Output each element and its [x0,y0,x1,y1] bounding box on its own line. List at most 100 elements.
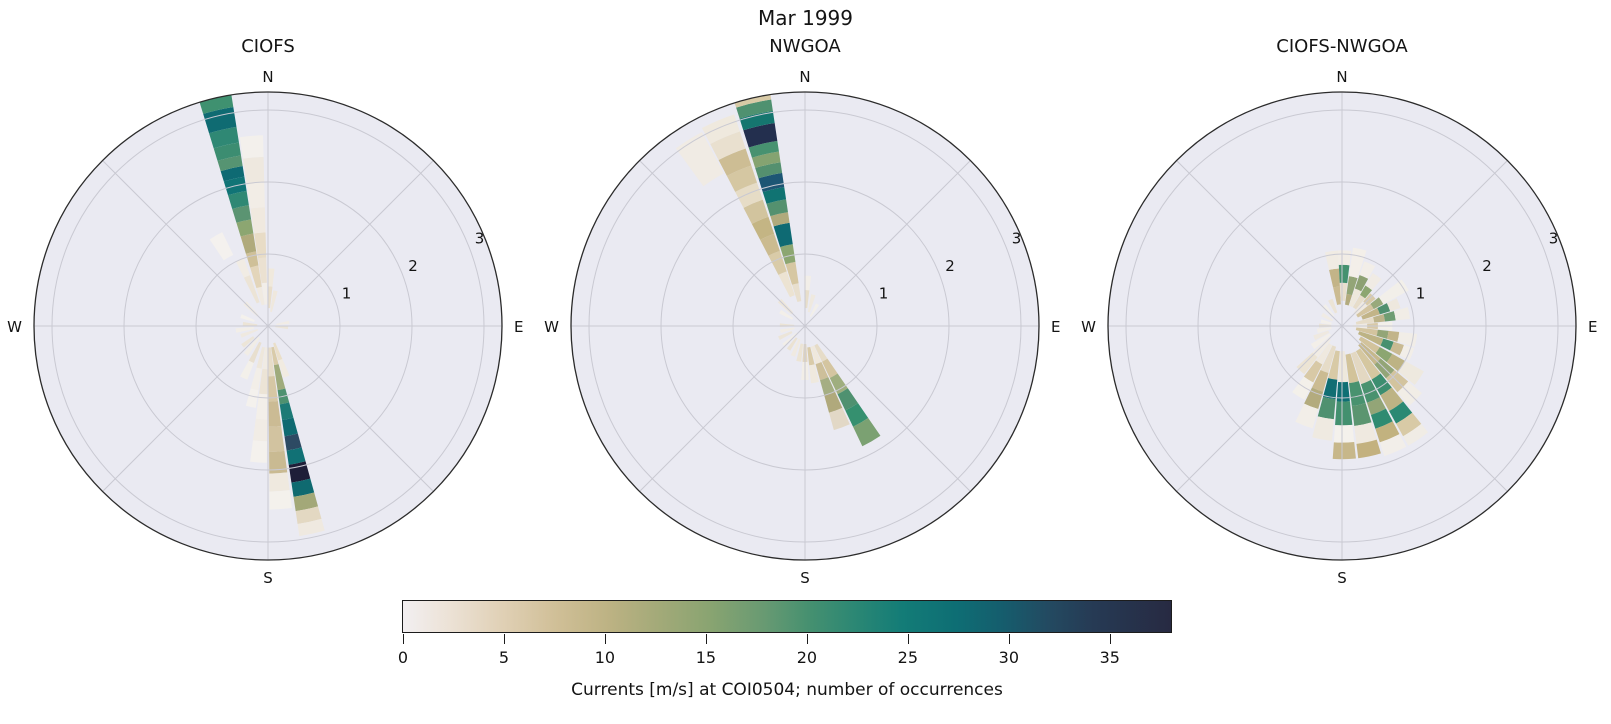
rose-petal-segment [1386,330,1400,342]
rose-petal-segment [1389,401,1413,424]
rose-petal-segment [267,268,275,287]
r-tick-label: 2 [408,257,418,275]
rose-petal-segment [1386,298,1401,312]
colorbar-tick [806,634,809,644]
rose-petal-segment [228,190,249,209]
colorbar-label: Currents [m/s] at COI0504; number of occ… [571,680,1003,700]
rose-petal-segment [1322,378,1338,400]
colorbar-tick-label: 5 [498,648,510,667]
rose-petal-segment [269,490,292,510]
rose-petal-segment [240,314,255,323]
rose-petal-segment [1351,403,1372,427]
angular-gridline [804,160,971,327]
rose-petal-segment [1356,303,1374,318]
cardinal-label-w: W [544,318,559,336]
rose-petal-segment [815,362,829,381]
rose-petal-segment [1338,264,1350,284]
rose-petal-segment [796,343,804,362]
rose-petal-segment [262,347,268,370]
rose-petal-segment [778,271,795,298]
rose-ciofs-nwgoa: 1 2 3 N E S W [1081,68,1597,587]
angular-gridline [102,160,269,327]
colorbar-tick [1008,634,1011,644]
angular-gridline [1341,160,1508,327]
rose-petal-segment [1383,311,1396,322]
rose-petal-segment [1317,396,1336,420]
angular-gridline [639,160,806,327]
rose-petal-segment [286,447,306,465]
rose-petal-segment [807,346,815,366]
rose-petal-segment [810,345,822,365]
rose-petal-segment [250,207,266,234]
rose-petal-segment [1393,307,1411,321]
rose-petal-segment [1316,327,1332,333]
rose-petal-segment [829,407,850,431]
colorbar-tick-label: 35 [1099,648,1120,667]
rose-petal-segment [1338,351,1348,383]
rose-petal-segment [1321,304,1335,318]
rose-nwgoa: 1 2 3 N E S W [544,68,1060,587]
rose-petal-segment [809,303,820,318]
rose-petal-segment [209,126,239,149]
r-tick-label: 3 [1549,229,1559,247]
rose-petal-segment [675,132,724,187]
rose-petal-segment [743,199,769,224]
rose-petal-segment [1360,285,1373,299]
rose-petal-segment [269,450,288,474]
rose-petal-segment [1349,288,1362,308]
cardinal-label-s: S [263,569,273,587]
rose-petal-segment [243,336,260,356]
rose-petal-segment [1380,387,1404,412]
rose-petal-segment [1360,380,1380,403]
rose-petal-segment [268,375,278,402]
rose-petal-segment [242,322,258,326]
rose-petal-segment [1380,338,1394,351]
colorbar-tick-label: 25 [897,648,919,667]
rose-petal-segment [1310,333,1331,350]
rose-petals [675,94,881,447]
rose-petals [199,94,325,537]
cardinal-label-w: W [1081,318,1096,336]
rose-petal-segment [1292,376,1314,400]
rose-petal-segment [1345,293,1353,306]
rose-petal-segment [291,478,315,497]
rose-petal-segment [1361,308,1380,320]
rose-petal-segment [1373,314,1385,323]
r-tick-label: 3 [475,229,485,247]
r-tick-label: 1 [342,284,352,302]
angular-gridline [804,325,971,492]
figure-title: Mar 1999 [758,6,853,30]
rose-petal-segment [213,142,241,161]
angular-gridline [1176,325,1343,492]
rose-petal-segment [282,417,298,437]
r-tick-label: 3 [1012,229,1022,247]
rose-petal-segment [748,140,779,158]
rose-petal-segment [770,212,790,227]
cardinal-label-e: E [1588,318,1597,336]
rose-petal-segment [807,294,816,313]
colorbar-gradient [403,601,1171,632]
rose-petal-segment [782,332,798,347]
rose-petal-segment [273,364,286,391]
rose-petal-segment [785,261,799,285]
rose-petal-segment [829,373,848,395]
subplot-title-nwgoa: NWGOA [769,36,841,57]
polar-edge [33,91,503,561]
rose-petal-segment [1328,350,1340,380]
rose-petal-segment [1354,274,1369,292]
rose-petal-segment [217,155,243,172]
rose-petal-segment [239,135,264,159]
rose-petal-segment [1349,381,1366,407]
rose-petal-segment [760,233,780,256]
rose-petal-segment [739,110,775,131]
r-tick-label: 1 [879,284,889,302]
rose-petal-segment [1320,345,1337,374]
rose-petal-segment [1375,421,1400,443]
rose-petal-segment [279,402,294,420]
colorbar-tick-label: 20 [796,648,818,667]
rose-petal-segment [268,425,285,452]
rose-petal-segment [257,257,267,284]
rose-petal-segment [240,328,259,338]
colorbar-tick-label: 10 [594,648,616,667]
